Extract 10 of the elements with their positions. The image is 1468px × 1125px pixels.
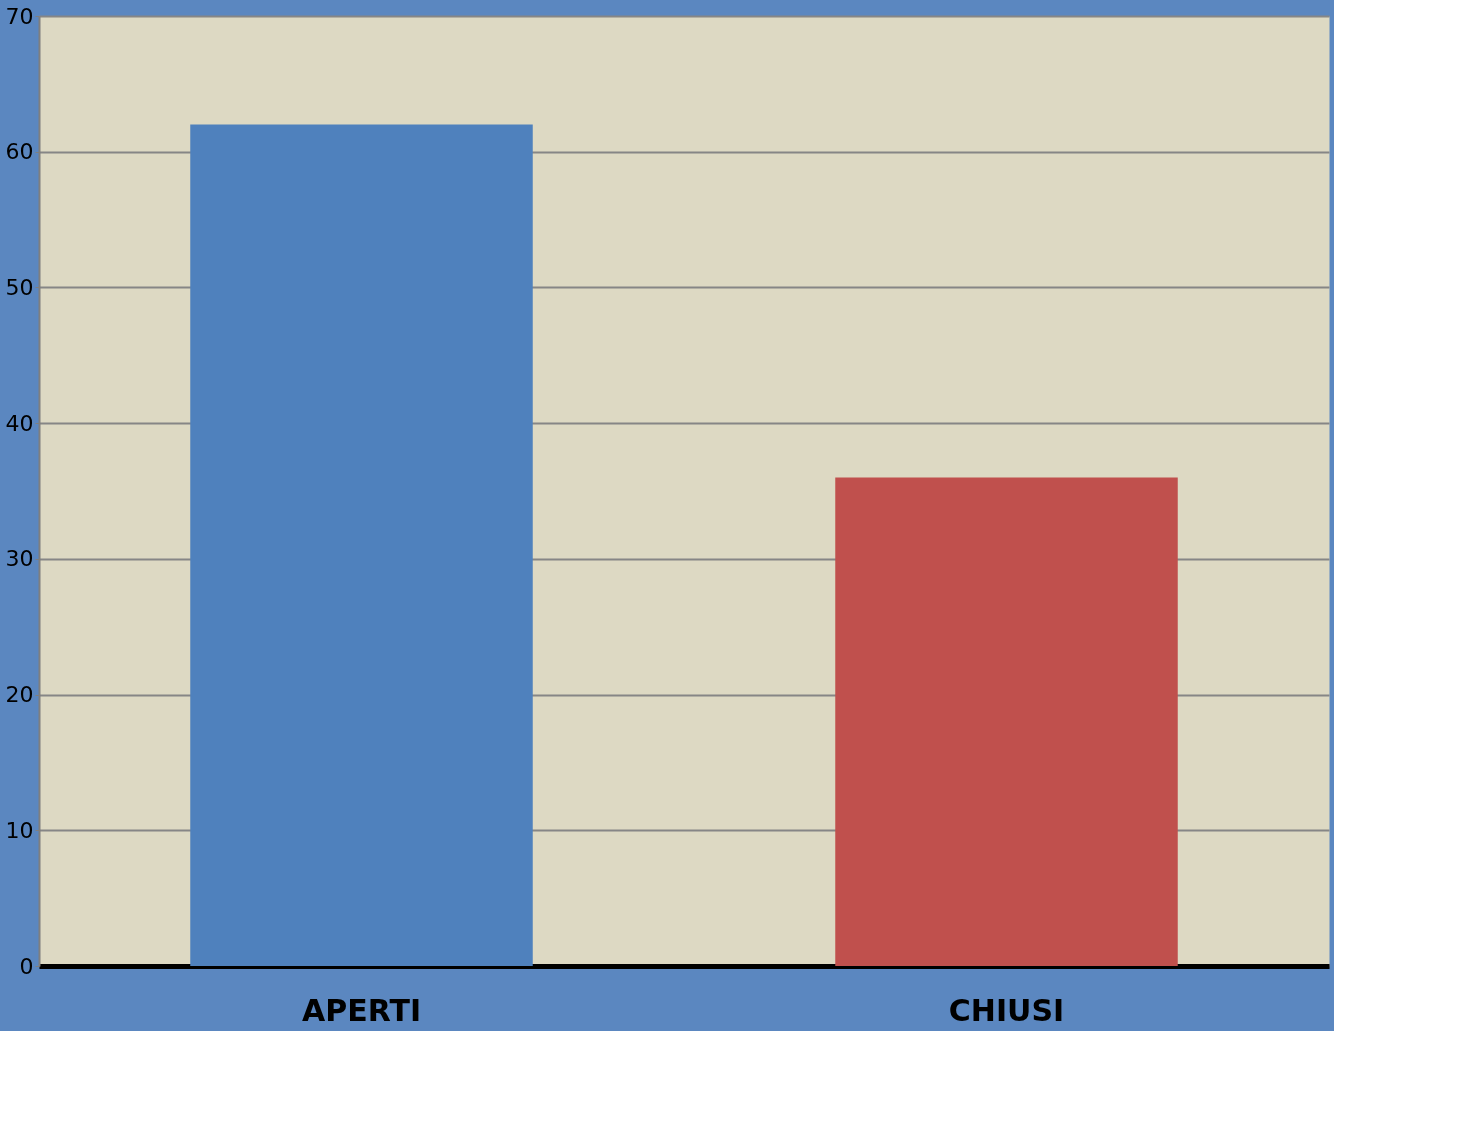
- y-tick-label: 60: [5, 139, 34, 165]
- x-tick-label: APERTI: [301, 992, 422, 1028]
- y-tick-label: 40: [5, 410, 34, 436]
- y-tick-label: 30: [5, 546, 34, 572]
- y-tick-label: 0: [19, 953, 34, 979]
- x-tick-label: CHIUSI: [948, 992, 1065, 1028]
- y-tick-label: 20: [5, 682, 34, 708]
- y-tick-label: 50: [5, 274, 34, 300]
- y-tick-label: 70: [5, 3, 34, 29]
- y-tick-label: 10: [5, 817, 34, 843]
